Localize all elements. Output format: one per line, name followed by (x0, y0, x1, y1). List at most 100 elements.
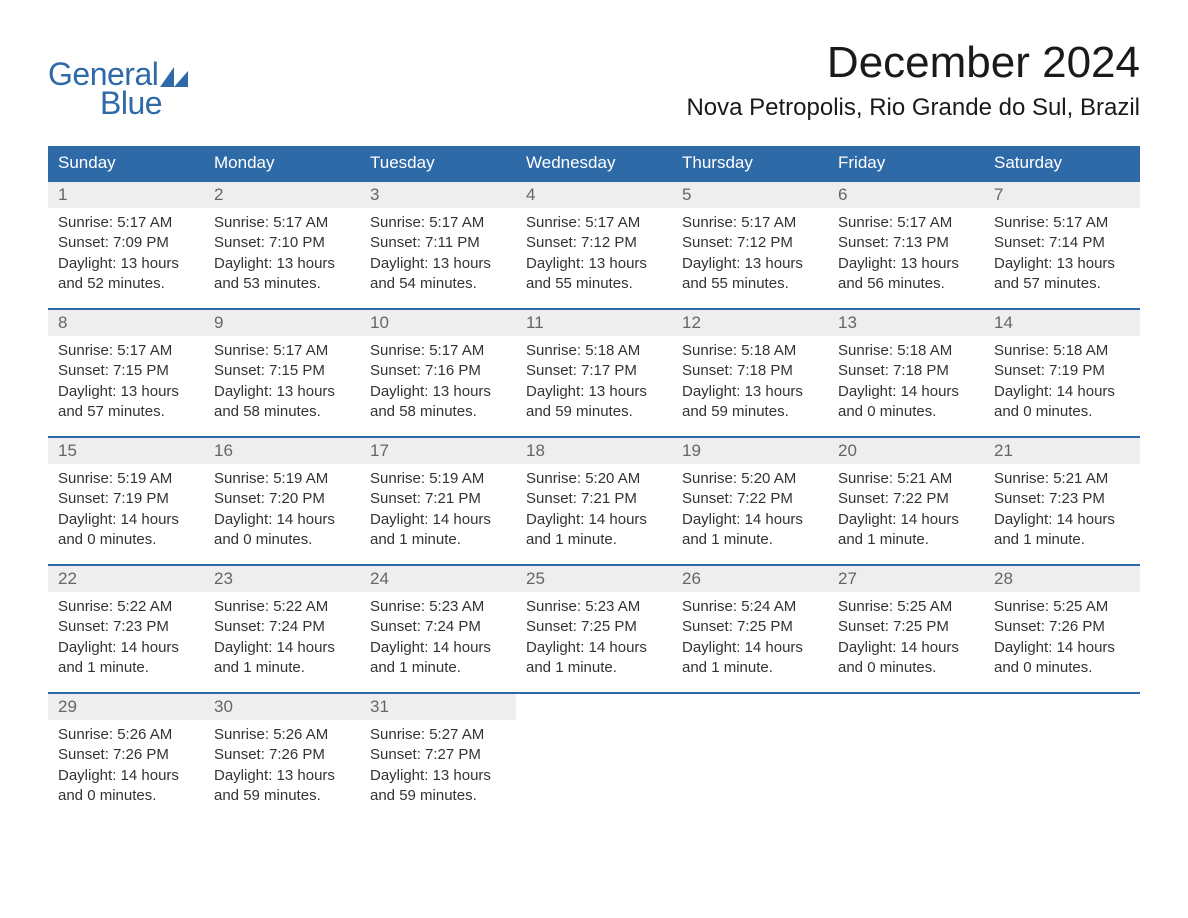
day-cell: 29Sunrise: 5:26 AMSunset: 7:26 PMDayligh… (48, 693, 204, 821)
empty-day (828, 694, 984, 720)
day-content: Sunrise: 5:19 AMSunset: 7:21 PMDaylight:… (360, 464, 516, 555)
day-cell: 16Sunrise: 5:19 AMSunset: 7:20 PMDayligh… (204, 437, 360, 565)
day-line-d2: and 58 minutes. (370, 402, 506, 422)
day-line-sr: Sunrise: 5:20 AM (526, 469, 662, 489)
day-line-ss: Sunset: 7:19 PM (58, 489, 194, 509)
day-line-sr: Sunrise: 5:18 AM (526, 341, 662, 361)
day-content: Sunrise: 5:17 AMSunset: 7:15 PMDaylight:… (48, 336, 204, 427)
day-line-ss: Sunset: 7:18 PM (838, 361, 974, 381)
day-line-ss: Sunset: 7:25 PM (838, 617, 974, 637)
day-number: 28 (984, 566, 1140, 592)
brand-line2: Blue (100, 85, 188, 122)
day-number: 31 (360, 694, 516, 720)
day-line-ss: Sunset: 7:21 PM (526, 489, 662, 509)
day-cell: 14Sunrise: 5:18 AMSunset: 7:19 PMDayligh… (984, 309, 1140, 437)
day-line-d1: Daylight: 13 hours (994, 254, 1130, 274)
day-content: Sunrise: 5:18 AMSunset: 7:19 PMDaylight:… (984, 336, 1140, 427)
day-line-d2: and 57 minutes. (994, 274, 1130, 294)
day-cell: 31Sunrise: 5:27 AMSunset: 7:27 PMDayligh… (360, 693, 516, 821)
day-line-d2: and 1 minute. (58, 658, 194, 678)
day-line-sr: Sunrise: 5:17 AM (58, 213, 194, 233)
day-line-d2: and 56 minutes. (838, 274, 974, 294)
day-line-d1: Daylight: 13 hours (682, 254, 818, 274)
day-line-d2: and 55 minutes. (526, 274, 662, 294)
day-number: 4 (516, 182, 672, 208)
day-content: Sunrise: 5:17 AMSunset: 7:09 PMDaylight:… (48, 208, 204, 299)
day-line-sr: Sunrise: 5:24 AM (682, 597, 818, 617)
day-header-tue: Tuesday (360, 146, 516, 181)
day-content: Sunrise: 5:21 AMSunset: 7:22 PMDaylight:… (828, 464, 984, 555)
day-number: 14 (984, 310, 1140, 336)
day-line-d2: and 1 minute. (214, 658, 350, 678)
day-header-row: Sunday Monday Tuesday Wednesday Thursday… (48, 146, 1140, 181)
day-cell (984, 693, 1140, 821)
day-line-ss: Sunset: 7:25 PM (682, 617, 818, 637)
day-line-ss: Sunset: 7:19 PM (994, 361, 1130, 381)
week-row: 22Sunrise: 5:22 AMSunset: 7:23 PMDayligh… (48, 565, 1140, 693)
day-line-sr: Sunrise: 5:18 AM (994, 341, 1130, 361)
day-line-d2: and 0 minutes. (994, 658, 1130, 678)
day-line-d1: Daylight: 13 hours (526, 382, 662, 402)
day-number: 22 (48, 566, 204, 592)
day-line-d2: and 59 minutes. (370, 786, 506, 806)
day-line-d2: and 0 minutes. (838, 658, 974, 678)
day-line-ss: Sunset: 7:22 PM (838, 489, 974, 509)
day-cell: 27Sunrise: 5:25 AMSunset: 7:25 PMDayligh… (828, 565, 984, 693)
day-line-d1: Daylight: 13 hours (682, 382, 818, 402)
day-header-fri: Friday (828, 146, 984, 181)
day-line-ss: Sunset: 7:15 PM (58, 361, 194, 381)
day-cell: 1Sunrise: 5:17 AMSunset: 7:09 PMDaylight… (48, 181, 204, 309)
day-line-sr: Sunrise: 5:23 AM (370, 597, 506, 617)
day-line-d1: Daylight: 14 hours (994, 510, 1130, 530)
day-line-sr: Sunrise: 5:17 AM (526, 213, 662, 233)
day-number: 5 (672, 182, 828, 208)
day-number: 25 (516, 566, 672, 592)
day-content: Sunrise: 5:21 AMSunset: 7:23 PMDaylight:… (984, 464, 1140, 555)
day-line-d1: Daylight: 13 hours (838, 254, 974, 274)
day-content: Sunrise: 5:17 AMSunset: 7:13 PMDaylight:… (828, 208, 984, 299)
day-number: 19 (672, 438, 828, 464)
day-cell: 3Sunrise: 5:17 AMSunset: 7:11 PMDaylight… (360, 181, 516, 309)
day-content: Sunrise: 5:27 AMSunset: 7:27 PMDaylight:… (360, 720, 516, 811)
day-content: Sunrise: 5:19 AMSunset: 7:20 PMDaylight:… (204, 464, 360, 555)
day-line-ss: Sunset: 7:14 PM (994, 233, 1130, 253)
day-content: Sunrise: 5:17 AMSunset: 7:10 PMDaylight:… (204, 208, 360, 299)
day-line-d2: and 1 minute. (370, 530, 506, 550)
day-line-ss: Sunset: 7:26 PM (214, 745, 350, 765)
day-cell: 15Sunrise: 5:19 AMSunset: 7:19 PMDayligh… (48, 437, 204, 565)
day-header-thu: Thursday (672, 146, 828, 181)
day-line-d2: and 1 minute. (682, 658, 818, 678)
day-number: 1 (48, 182, 204, 208)
day-cell: 21Sunrise: 5:21 AMSunset: 7:23 PMDayligh… (984, 437, 1140, 565)
day-cell: 11Sunrise: 5:18 AMSunset: 7:17 PMDayligh… (516, 309, 672, 437)
day-line-sr: Sunrise: 5:19 AM (370, 469, 506, 489)
day-line-ss: Sunset: 7:20 PM (214, 489, 350, 509)
day-content: Sunrise: 5:17 AMSunset: 7:12 PMDaylight:… (516, 208, 672, 299)
day-line-sr: Sunrise: 5:23 AM (526, 597, 662, 617)
day-line-d2: and 0 minutes. (214, 530, 350, 550)
day-header-wed: Wednesday (516, 146, 672, 181)
day-line-d1: Daylight: 14 hours (682, 510, 818, 530)
day-content: Sunrise: 5:26 AMSunset: 7:26 PMDaylight:… (204, 720, 360, 811)
day-line-d1: Daylight: 14 hours (526, 638, 662, 658)
day-number: 15 (48, 438, 204, 464)
day-line-d1: Daylight: 14 hours (838, 638, 974, 658)
day-cell: 4Sunrise: 5:17 AMSunset: 7:12 PMDaylight… (516, 181, 672, 309)
day-line-sr: Sunrise: 5:25 AM (838, 597, 974, 617)
day-number: 8 (48, 310, 204, 336)
day-line-sr: Sunrise: 5:18 AM (682, 341, 818, 361)
day-number: 3 (360, 182, 516, 208)
day-line-sr: Sunrise: 5:20 AM (682, 469, 818, 489)
day-line-sr: Sunrise: 5:17 AM (58, 341, 194, 361)
day-line-d1: Daylight: 14 hours (994, 382, 1130, 402)
day-line-d2: and 58 minutes. (214, 402, 350, 422)
day-line-d2: and 1 minute. (994, 530, 1130, 550)
day-line-d2: and 0 minutes. (994, 402, 1130, 422)
day-line-d1: Daylight: 13 hours (526, 254, 662, 274)
day-line-ss: Sunset: 7:09 PM (58, 233, 194, 253)
title-block: December 2024 Nova Petropolis, Rio Grand… (686, 38, 1140, 122)
day-cell: 23Sunrise: 5:22 AMSunset: 7:24 PMDayligh… (204, 565, 360, 693)
day-line-ss: Sunset: 7:21 PM (370, 489, 506, 509)
day-number: 30 (204, 694, 360, 720)
day-content: Sunrise: 5:22 AMSunset: 7:24 PMDaylight:… (204, 592, 360, 683)
